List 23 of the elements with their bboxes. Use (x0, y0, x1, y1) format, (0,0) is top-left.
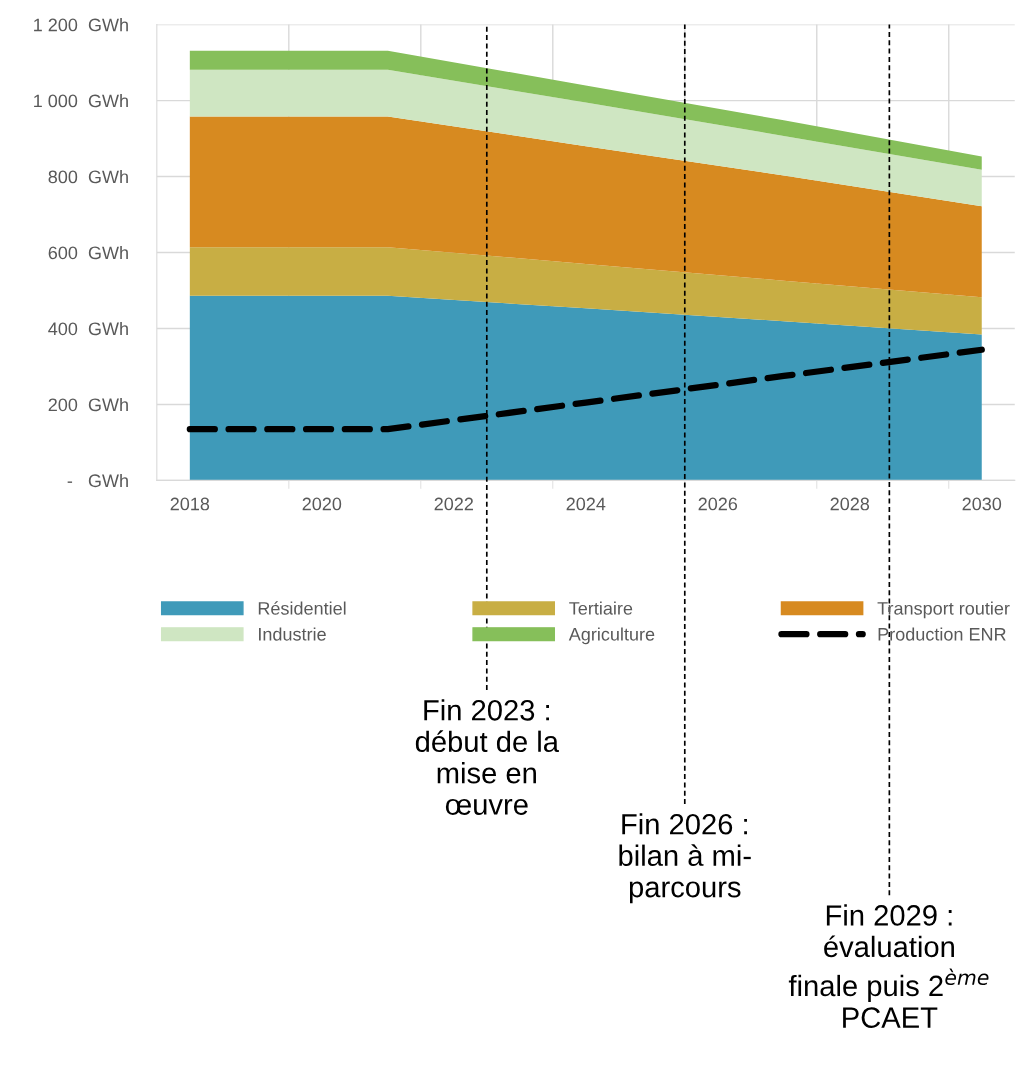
x-tick-label: 2026 (698, 497, 738, 511)
ref-line-label: Fin 2029 : évaluation finale puis 2$^{ème}$ PCAET (788, 904, 989, 1028)
legend-label: Tertiaire (569, 601, 633, 615)
ref-line-label: Fin 2026 : bilan à mi- parcours (619, 813, 751, 904)
x-tick-label: 2020 (302, 497, 342, 511)
ref-line-label: Fin 2023 : début de la mise en œuvre (415, 699, 559, 815)
legend-label: Résidentiel (258, 601, 346, 615)
y-tick-label: 600 GWh (48, 245, 128, 260)
y-tick-label: 800 GWh (48, 170, 128, 184)
x-tick-label: 2024 (566, 497, 606, 511)
x-tick-label: 2022 (434, 497, 473, 511)
y-tick-label: 1 000 GWh (34, 94, 128, 108)
legend-label: Agriculture (568, 627, 655, 645)
y-tick-label: - GWh (67, 473, 128, 488)
y-tick-label: 1 200 GWh (34, 18, 128, 32)
legend-label: Industrie (259, 627, 326, 641)
x-tick-label: 2030 (962, 497, 1002, 511)
legend-label: Production ENR (878, 627, 1006, 641)
y-tick-label: 400 GWh (48, 321, 128, 336)
x-tick-label: 2028 (830, 497, 870, 511)
legend-label: Transport routier (877, 601, 1010, 619)
y-tick-label: 200 GWh (48, 397, 128, 412)
x-tick-label: 2018 (170, 497, 210, 511)
